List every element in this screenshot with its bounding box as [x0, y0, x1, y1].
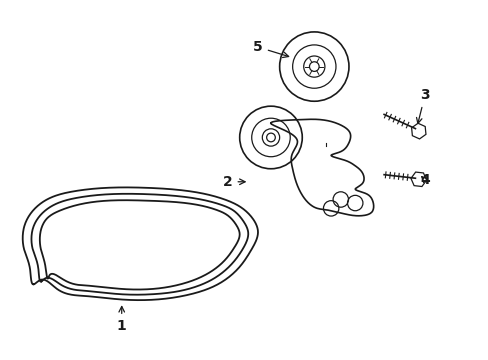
Text: 2: 2	[223, 175, 244, 189]
Text: 5: 5	[253, 40, 288, 58]
Text: 4: 4	[419, 173, 429, 187]
Text: 1: 1	[117, 306, 126, 333]
Text: 3: 3	[416, 88, 429, 123]
